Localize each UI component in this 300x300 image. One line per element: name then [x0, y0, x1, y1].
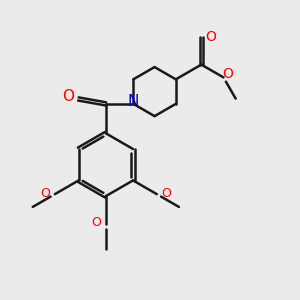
Text: O: O [91, 216, 101, 229]
Text: O: O [62, 89, 74, 104]
Text: O: O [40, 187, 50, 200]
Text: O: O [206, 30, 217, 44]
Text: N: N [128, 94, 139, 110]
Text: O: O [222, 68, 233, 81]
Text: O: O [162, 187, 172, 200]
